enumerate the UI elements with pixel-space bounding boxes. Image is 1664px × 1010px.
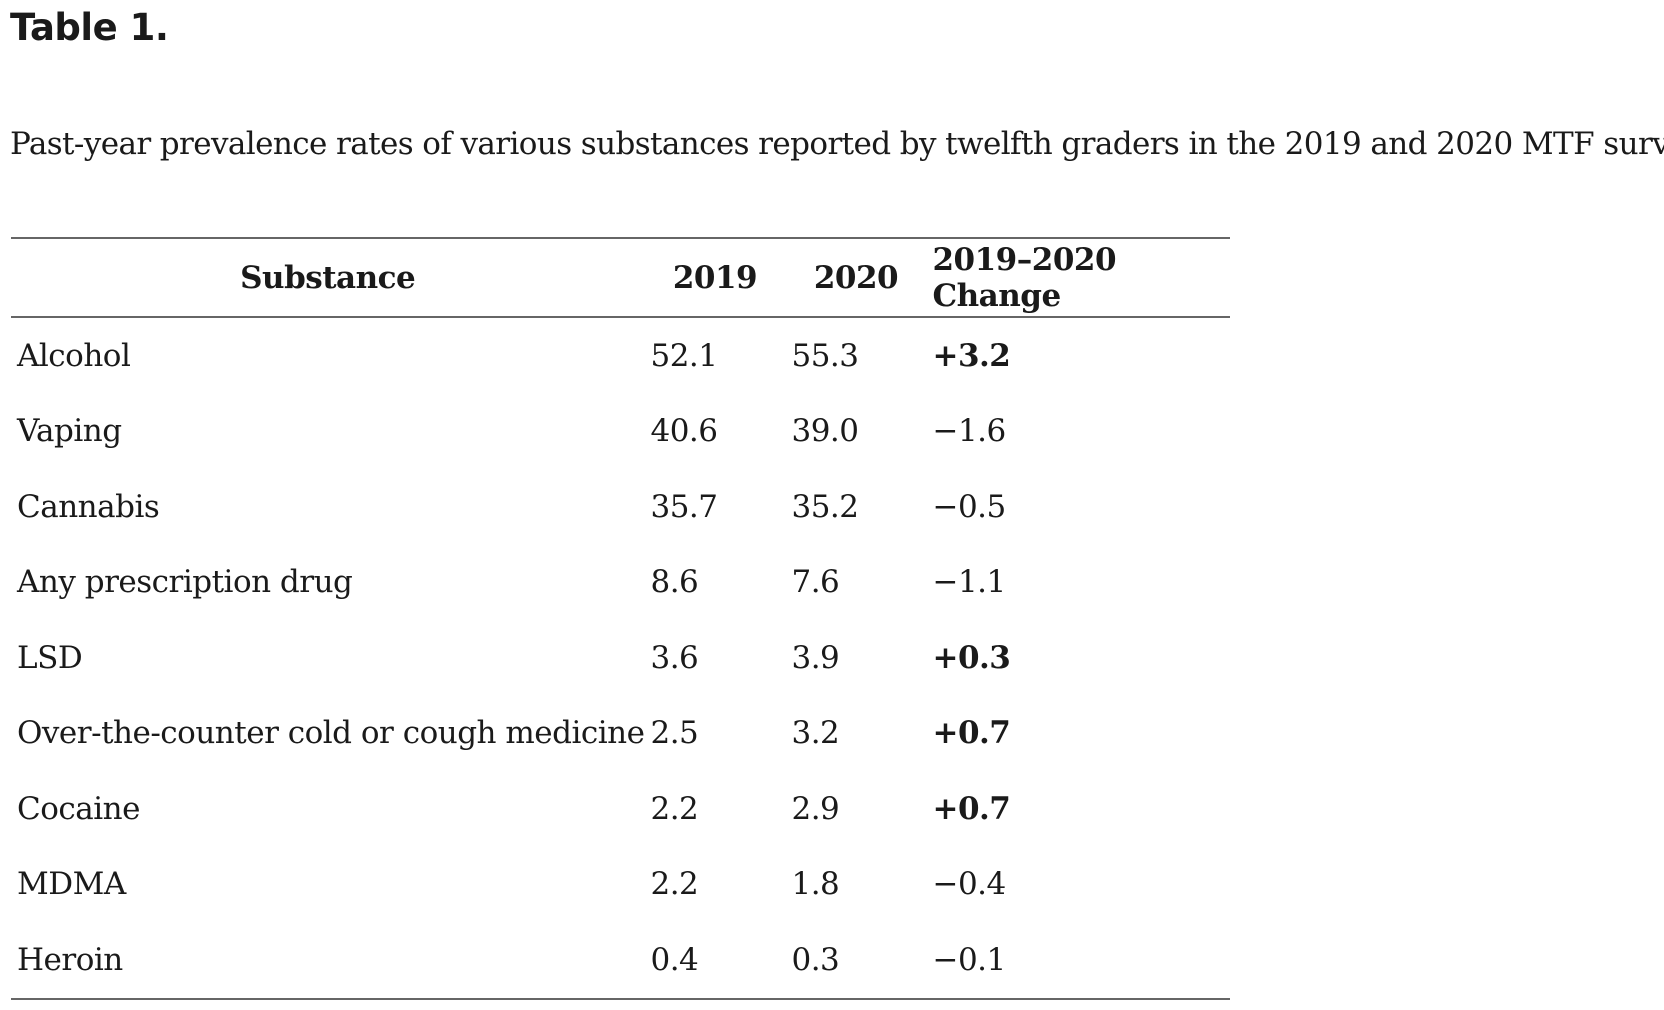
table-cell: 3.6 [650, 639, 699, 676]
table-cell: −0.4 [932, 866, 1006, 903]
table-cell: 35.7 [650, 488, 718, 525]
row-label: MDMA [17, 866, 126, 903]
table-head: Substance 2019 2020 2019–2020 Change [11, 238, 1230, 317]
table-cell: +0.7 [932, 715, 1011, 752]
table-cell: +3.2 [932, 337, 1011, 374]
table-cell: −0.1 [932, 941, 1006, 978]
table-cell: 55.3 [791, 337, 859, 374]
table-caption: Past-year prevalence rates of various su… [10, 126, 1664, 162]
row-label: Cocaine [17, 790, 140, 827]
column-header: 2019–2020 Change [932, 241, 1117, 314]
column-header: Substance [240, 259, 416, 296]
table-cell: 52.1 [650, 337, 718, 374]
table-cell: 3.9 [791, 639, 840, 676]
table-row: Over-the-counter cold or cough medicine 2… [11, 696, 1230, 772]
table-cell: 8.6 [650, 564, 699, 601]
table-cell: 2.9 [791, 790, 840, 827]
table-cell: 39.0 [791, 413, 859, 450]
table-cell: −1.6 [932, 413, 1006, 450]
row-label: Any prescription drug [17, 564, 353, 601]
table-cell: +0.7 [932, 790, 1011, 827]
row-label: Over-the-counter cold or cough medicine [17, 715, 645, 752]
data-table: Substance 2019 2020 2019–2020 Change Alcoho… [11, 237, 1230, 1000]
table-cell: 2.2 [650, 790, 699, 827]
table-cell: 2.2 [650, 866, 699, 903]
table-title: Table 1. [10, 6, 169, 49]
table-cell: 7.6 [791, 564, 840, 601]
table-cell: −1.1 [932, 564, 1006, 601]
header-row: Substance 2019 2020 2019–2020 Change [11, 238, 1230, 317]
row-label: Vaping [17, 413, 122, 450]
table-row: Alcohol 52.1 55.3 +3.2 [11, 317, 1230, 394]
table-cell: 3.2 [791, 715, 840, 752]
table-cell: 2.5 [650, 715, 699, 752]
table-cell: +0.3 [932, 639, 1011, 676]
table-cell: 1.8 [791, 866, 840, 903]
table-body: Alcohol 52.1 55.3 +3.2 Vaping 40.6 39.0 −1.6 Can… [11, 317, 1230, 999]
table-row: Cannabis 35.7 35.2 −0.5 [11, 469, 1230, 545]
column-header: 2019 [672, 259, 758, 296]
table-row: Cocaine 2.2 2.9 +0.7 [11, 771, 1230, 847]
row-label: Cannabis [17, 488, 160, 525]
table-row: Any prescription drug 8.6 7.6 −1.1 [11, 545, 1230, 621]
table-row: Vaping 40.6 39.0 −1.6 [11, 394, 1230, 470]
table-cell: 35.2 [791, 488, 859, 525]
table-cell: 40.6 [650, 413, 718, 450]
table-cell: 0.4 [650, 941, 699, 978]
table-row: LSD 3.6 3.9 +0.3 [11, 620, 1230, 696]
row-label: Heroin [17, 941, 123, 978]
column-header: 2020 [813, 259, 899, 296]
row-label: LSD [17, 639, 83, 676]
table-cell: −0.5 [932, 488, 1006, 525]
row-label: Alcohol [17, 337, 131, 374]
table-row: MDMA 2.2 1.8 −0.4 [11, 847, 1230, 923]
table-cell: 0.3 [791, 941, 840, 978]
table-row: Heroin 0.4 0.3 −0.1 [11, 922, 1230, 999]
